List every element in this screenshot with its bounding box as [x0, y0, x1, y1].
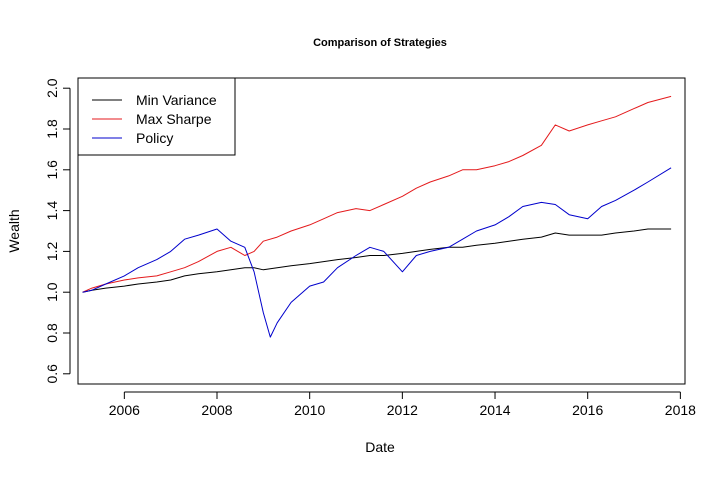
x-tick-label: 2008 — [201, 402, 232, 418]
x-tick-label: 2012 — [387, 402, 418, 418]
legend-label: Min Variance — [136, 92, 217, 108]
y-tick-label: 1.8 — [44, 119, 60, 139]
x-axis-label: Date — [365, 439, 395, 455]
y-tick-label: 1.2 — [44, 241, 60, 261]
legend-label: Policy — [136, 130, 173, 146]
legend: Min Variance Max Sharpe Policy — [77, 77, 236, 156]
series-line-policy — [82, 167, 672, 338]
x-tick-label: 2018 — [665, 402, 696, 418]
series-layer — [82, 95, 672, 338]
y-axis: 0.6 0.8 1.0 1.2 1.4 1.6 1.8 2.0 — [44, 78, 71, 384]
x-tick-label: 2010 — [294, 402, 325, 418]
y-tick-label: 0.6 — [44, 364, 60, 384]
x-tick-label: 2006 — [109, 402, 140, 418]
x-tick-label: 2016 — [572, 402, 603, 418]
series-line-min-variance — [82, 228, 672, 293]
plot-frame — [77, 77, 686, 385]
legend-box — [77, 77, 236, 156]
chart-title: Comparison of Strategies — [313, 37, 447, 49]
y-tick-label: 1.0 — [44, 282, 60, 302]
x-axis: 2006 2008 2010 2012 2014 2016 2018 — [109, 391, 696, 418]
y-tick-label: 1.6 — [44, 160, 60, 180]
y-tick-label: 1.4 — [44, 201, 60, 221]
x-tick-label: 2014 — [479, 402, 510, 418]
y-axis-label: Wealth — [6, 209, 22, 252]
y-tick-label: 0.8 — [44, 323, 60, 343]
y-tick-label: 2.0 — [44, 78, 60, 98]
legend-label: Max Sharpe — [136, 111, 212, 127]
series-line-max-sharpe — [82, 95, 672, 293]
